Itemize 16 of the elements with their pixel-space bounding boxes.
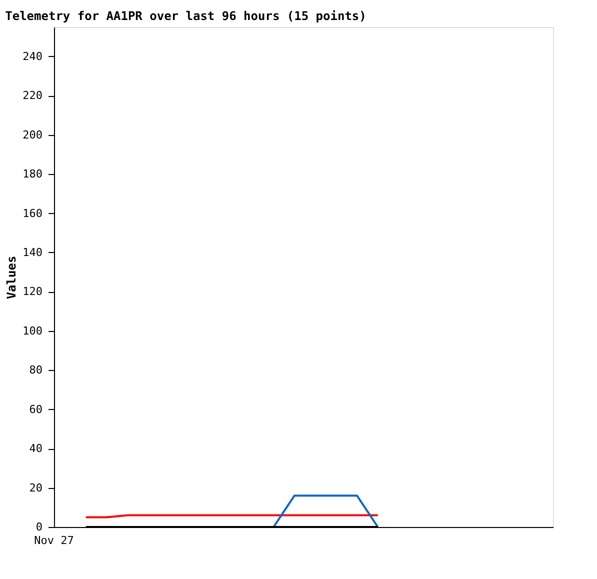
text: Nov 27 [34,534,74,547]
chart-title: Telemetry for AA1PR over last 96 hours (15 points) [5,9,366,23]
y-tick-label: 240 [22,50,42,63]
y-tick-label: 60 [29,402,42,416]
y-tick-label: 200 [22,128,42,142]
y-tick-label: 100 [22,324,42,338]
y-tick-label: 20 [29,481,42,494]
y-tick-label: 120 [22,285,42,298]
y-tick-label: 220 [22,89,42,102]
y-tick-label: 180 [22,168,42,181]
y-tick-label: 40 [29,442,42,456]
y-axis-title: Values [4,256,19,300]
y-tick-label: 140 [22,246,42,259]
y-tick-label: 160 [22,206,42,220]
y-tick-label: 80 [29,364,42,377]
y-tick-label: 0 [36,520,42,534]
